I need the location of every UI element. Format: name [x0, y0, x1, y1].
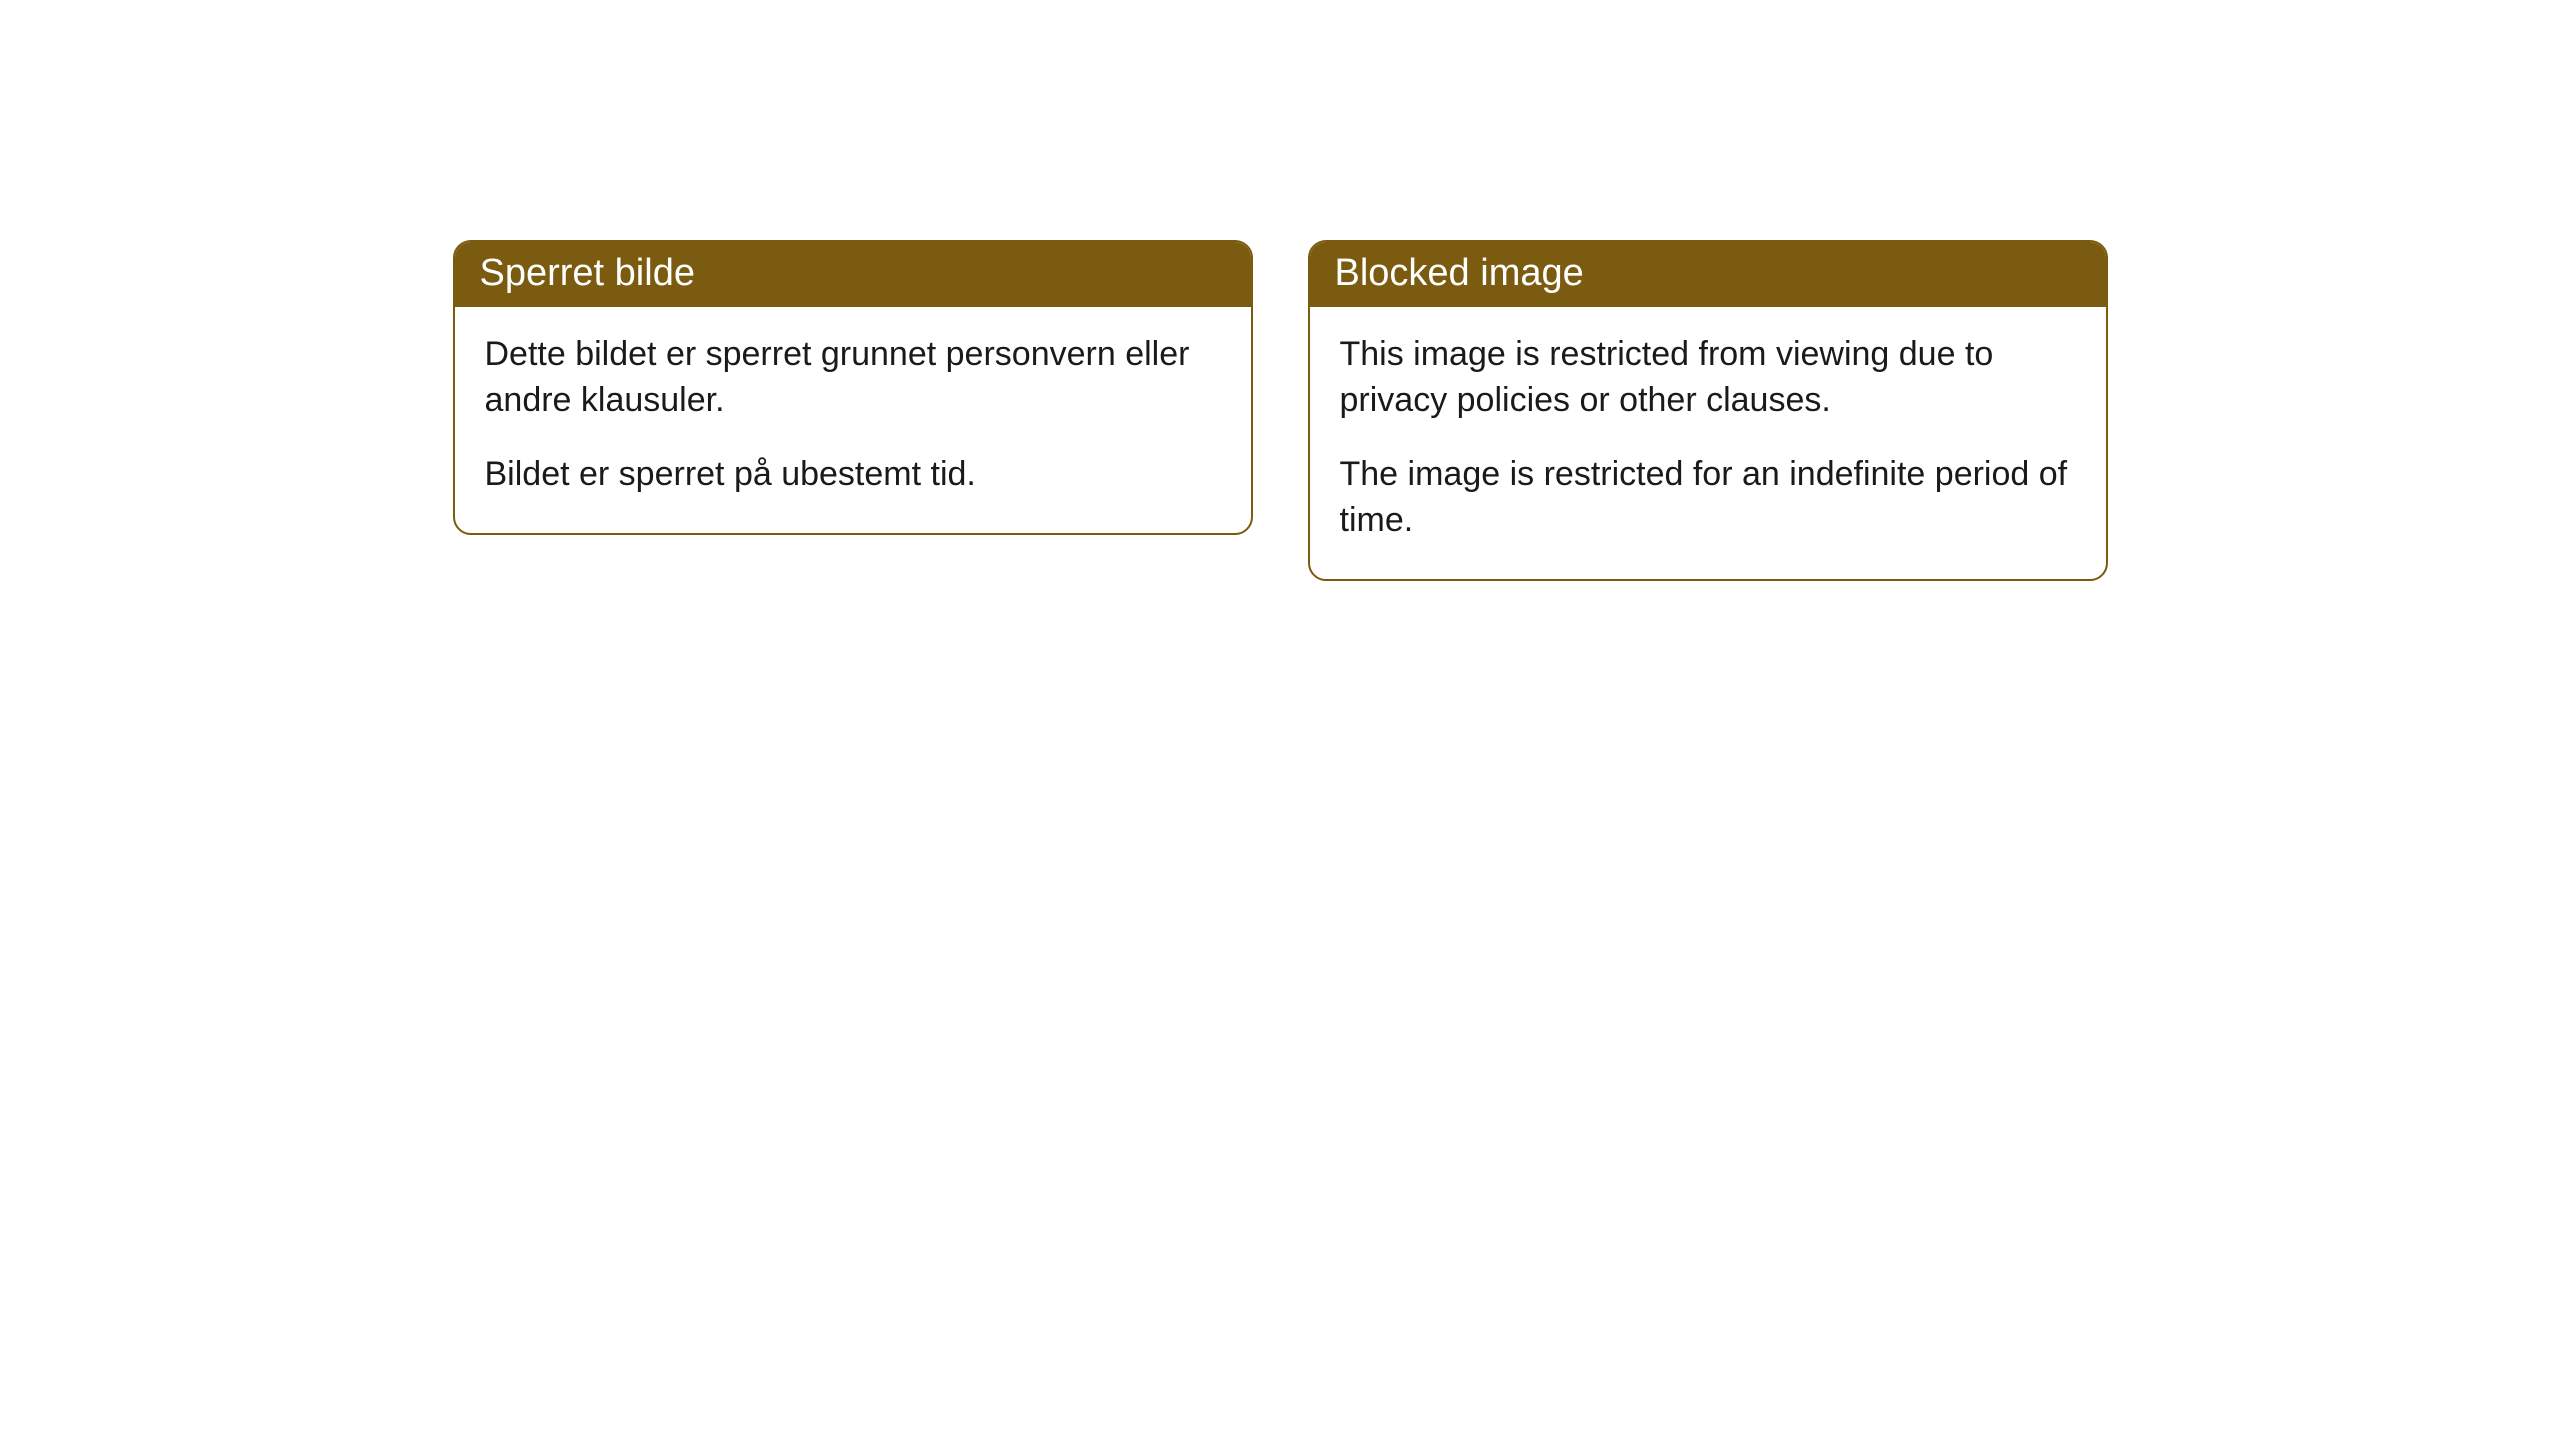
blocked-image-card-english: Blocked image This image is restricted f…: [1308, 240, 2108, 581]
card-body-left: Dette bildet er sperret grunnet personve…: [455, 307, 1251, 533]
card-header-right: Blocked image: [1310, 242, 2106, 307]
card-header-left: Sperret bilde: [455, 242, 1251, 307]
card-body-right: This image is restricted from viewing du…: [1310, 307, 2106, 579]
card-left-para1: Dette bildet er sperret grunnet personve…: [485, 332, 1221, 424]
card-right-para1: This image is restricted from viewing du…: [1340, 332, 2076, 424]
card-left-para2: Bildet er sperret på ubestemt tid.: [485, 452, 1221, 498]
blocked-image-card-norwegian: Sperret bilde Dette bildet er sperret gr…: [453, 240, 1253, 535]
card-right-para2: The image is restricted for an indefinit…: [1340, 452, 2076, 544]
